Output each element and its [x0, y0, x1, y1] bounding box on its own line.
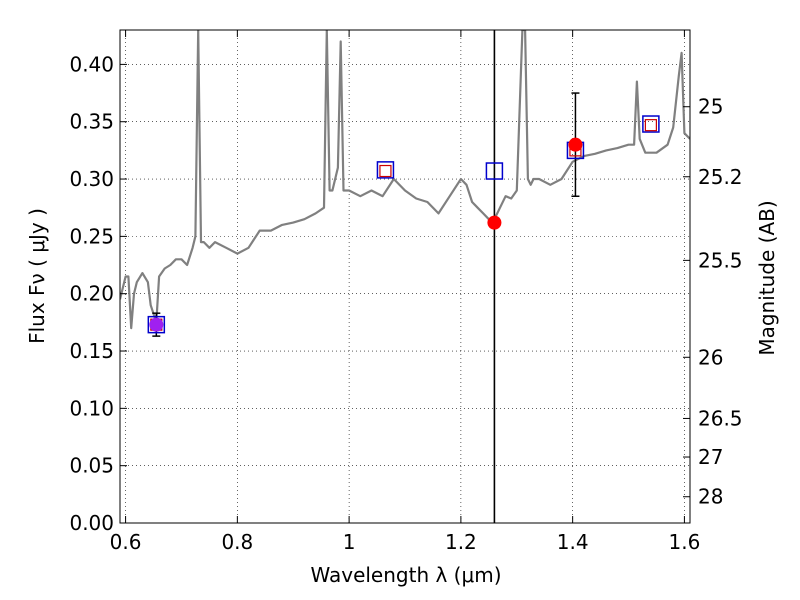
y-tick-label: 0.30	[69, 167, 114, 191]
fit-square-marker	[379, 164, 392, 178]
photometry-markers	[147, 115, 660, 334]
x-tick-label: 1.2	[445, 530, 477, 554]
y-tick-label: 0.35	[69, 110, 114, 134]
model-square-marker	[376, 161, 395, 179]
fit-square-marker	[644, 119, 657, 132]
x-tick-label: 1.6	[669, 530, 701, 554]
x-tick-label: 1.4	[557, 530, 589, 554]
observed-point	[568, 137, 583, 152]
y-tick-label: 0.25	[69, 224, 114, 248]
y-axis-label: Flux Fν ( μJy )	[25, 208, 49, 344]
y-tick-label: 0.15	[69, 339, 114, 363]
sed-model-curve	[120, 30, 690, 330]
mag-tick-label: 25	[698, 95, 723, 119]
model-square-marker	[642, 115, 660, 133]
model-square-marker	[147, 315, 166, 334]
mag-tick-label: 26	[698, 345, 723, 369]
tick-labels: 0.6 0.8 1 1.2 1.4 1.6 0.00 0.05 0.10 0.15 0.20 0.25…	[69, 52, 742, 554]
sed-model-line	[120, 30, 690, 330]
mag-tick-label: 26.5	[698, 406, 743, 430]
model-square-marker	[485, 162, 504, 180]
x-tick-label: 0.6	[110, 530, 142, 554]
observed-point	[149, 317, 164, 332]
y-tick-label: 0.00	[69, 511, 114, 535]
observed-point	[487, 215, 502, 230]
axis-ticks	[120, 30, 690, 524]
mag-tick-label: 28	[698, 485, 723, 509]
y-tick-label: 0.20	[69, 282, 114, 306]
mag-tick-label: 25.2	[698, 165, 743, 189]
y-axis-right-label: Magnitude (AB)	[755, 200, 779, 355]
x-tick-label: 1	[343, 530, 356, 554]
x-tick-label: 0.8	[221, 530, 253, 554]
y-tick-label: 0.05	[69, 454, 114, 478]
y-tick-label: 0.10	[69, 396, 114, 420]
y-tick-label: 0.40	[69, 52, 114, 76]
x-axis-label: Wavelength λ (μm)	[310, 563, 501, 587]
plot-frame	[119, 29, 691, 524]
mag-tick-label: 27	[698, 445, 723, 469]
mag-tick-label: 25.5	[698, 248, 743, 272]
